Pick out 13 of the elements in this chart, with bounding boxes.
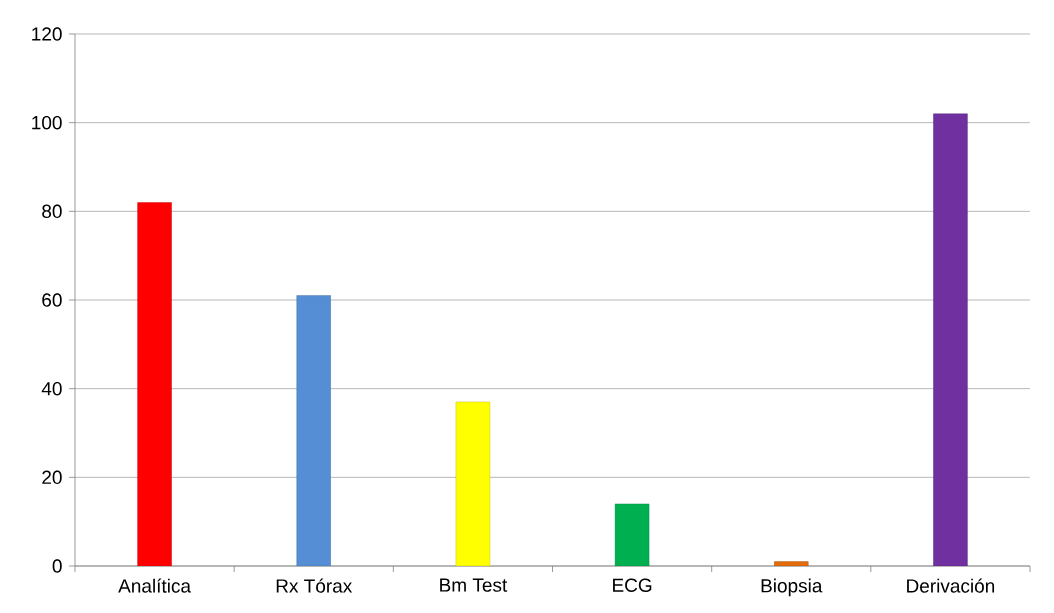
x-tick-label: Bm Test [440,578,508,592]
x-tick-label: ECG [613,578,652,592]
y-tick-label: 40 [41,381,62,396]
y-tick-label: 100 [32,115,62,130]
y-tick-label: 60 [42,293,62,307]
y-tick-label: 20 [42,470,62,485]
x-tick-label: Derivación [907,578,995,593]
y-tick-label: 0 [52,559,62,573]
x-tick-label: Biopsia [761,578,823,597]
x-tick-label: Analítica [118,578,192,593]
y-tick-label: 120 [32,27,62,41]
y-tick-label: 80 [42,204,62,219]
x-tick-label: Rx Tórax [276,578,353,593]
